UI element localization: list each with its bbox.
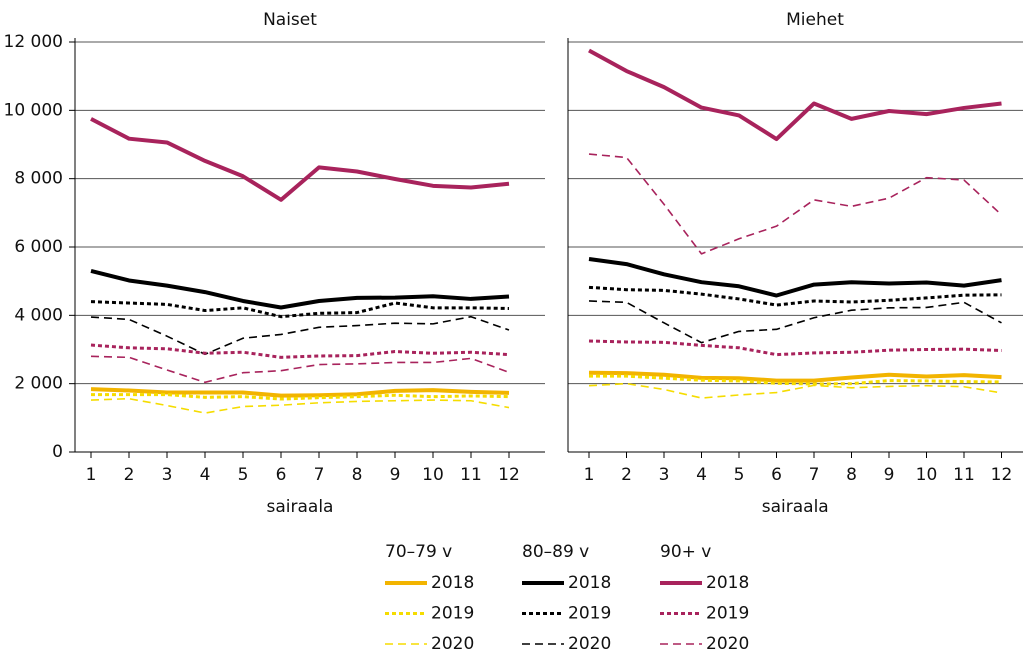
legend-label: 2019 [431, 604, 474, 624]
legend-group-title: 90+ v [660, 542, 711, 562]
x-tick-label: 12 [498, 465, 520, 485]
series-line [588, 153, 1003, 255]
legend-label: 2020 [568, 634, 611, 654]
series-line [588, 339, 1002, 357]
x-tick-label: 9 [390, 465, 401, 485]
series-line [588, 370, 1002, 383]
x-tick-label: 4 [696, 465, 707, 485]
series-line [90, 343, 510, 359]
y-tick-label: 0 [52, 442, 63, 462]
y-tick-label: 2 000 [14, 374, 63, 394]
series-line [90, 355, 510, 384]
x-tick-label: 11 [460, 465, 482, 485]
y-tick-label: 4 000 [14, 305, 63, 325]
legend-label: 2020 [706, 634, 749, 654]
x-tick-label: 10 [422, 465, 444, 485]
y-tick-label: 8 000 [14, 169, 63, 189]
legend-group-title: 80–89 v [522, 542, 589, 562]
series-line [90, 397, 510, 414]
x-axis-label: sairaala [762, 497, 829, 517]
x-tick-label: 6 [276, 465, 287, 485]
x-tick-label: 3 [659, 465, 670, 485]
legend-label: 2020 [431, 634, 474, 654]
x-tick-label: 2 [124, 465, 135, 485]
x-tick-label: 1 [584, 465, 595, 485]
series-line [588, 285, 1002, 307]
chart-title: Miehet [786, 10, 844, 30]
x-tick-label: 6 [771, 465, 782, 485]
x-tick-label: 11 [953, 465, 975, 485]
x-tick-label: 7 [314, 465, 325, 485]
series-line [90, 300, 510, 319]
series-line [589, 374, 1002, 386]
x-tick-label: 4 [200, 465, 211, 485]
legend-label: 2019 [706, 604, 749, 624]
x-axis-label: sairaala [267, 497, 334, 517]
series-line [588, 300, 1002, 344]
series-line [588, 382, 1002, 399]
x-tick-label: 2 [621, 465, 632, 485]
series-line [90, 315, 510, 356]
x-tick-label: 12 [991, 465, 1013, 485]
x-tick-label: 7 [809, 465, 820, 485]
series-line [588, 256, 1002, 298]
x-tick-label: 9 [884, 465, 895, 485]
series-line [90, 387, 510, 398]
legend-label: 2018 [431, 573, 474, 593]
x-tick-label: 5 [734, 465, 745, 485]
legend-group-title: 70–79 v [385, 542, 452, 562]
x-tick-label: 10 [916, 465, 938, 485]
x-tick-label: 1 [86, 465, 97, 485]
y-tick-label: 12 000 [4, 32, 63, 52]
x-tick-label: 5 [238, 465, 249, 485]
legend-label: 2018 [706, 573, 749, 593]
x-tick-label: 8 [352, 465, 363, 485]
series-line [90, 268, 510, 310]
y-tick-label: 6 000 [14, 237, 63, 257]
legend-label: 2018 [568, 573, 611, 593]
series-line [588, 48, 1002, 142]
y-tick-label: 10 000 [4, 100, 63, 120]
series-line [90, 117, 510, 202]
x-tick-label: 3 [162, 465, 173, 485]
legend-label: 2019 [568, 604, 611, 624]
x-tick-label: 8 [846, 465, 857, 485]
chart-title: Naiset [263, 10, 317, 30]
